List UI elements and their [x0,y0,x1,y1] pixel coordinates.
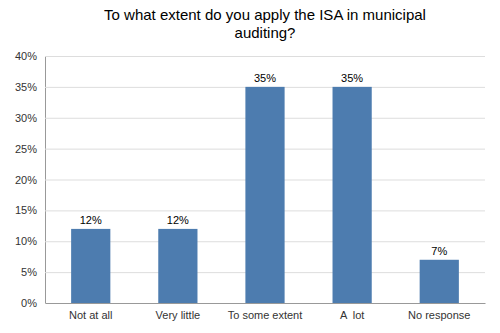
x-tick-label: Not at all [69,309,112,321]
bars [71,87,459,303]
title-line: To what extent do you apply the ISA in m… [104,6,426,23]
x-tick: Not at all [69,309,112,321]
chart: To what extent do you apply the ISA in m… [0,0,500,333]
y-tick-label: 40% [15,50,37,62]
data-label: 35% [254,72,276,84]
x-tick: A lot [340,309,364,321]
bar [420,260,459,303]
y-tick: 40% [15,50,485,62]
x-tick-label: A lot [340,309,364,321]
bar [71,229,110,303]
title-line: auditing? [235,24,296,41]
bar [245,87,284,303]
bar [158,229,197,303]
y-tick-label: 10% [15,235,37,247]
grid-line [45,303,485,304]
x-tick: To some extent [228,309,303,321]
y-axis: 0% 5% 10% 15% 20% 25% 30% 35% 40% [15,50,485,309]
bar [333,87,372,303]
y-tick-label: 35% [15,81,37,93]
x-tick-label: No response [408,309,470,321]
x-axis: Not at all Very little To some extent A lot… [46,304,486,321]
data-labels: 12% 12% 35% 35% 7% [80,72,448,257]
data-label: 12% [167,214,189,226]
x-tick-label: To some extent [228,309,303,321]
x-tick: Very little [156,309,201,321]
x-tick: No response [408,309,470,321]
data-label: 7% [431,245,447,257]
y-tick-label: 20% [15,174,37,186]
x-axis-line [46,303,486,304]
plot: 0% 5% 10% 15% 20% 25% 30% 35% 40% Not at all Very … [15,50,486,321]
x-tick-label: Very little [156,309,201,321]
y-tick-label: 25% [15,143,37,155]
y-tick-label: 30% [15,112,37,124]
y-tick-label: 15% [15,204,37,216]
y-tick-label: 5% [21,266,37,278]
grid-line [45,56,485,57]
data-label: 35% [341,72,363,84]
data-label: 12% [80,214,102,226]
title: To what extent do you apply the ISA in m… [104,6,426,41]
y-tick-label: 0% [21,297,37,309]
